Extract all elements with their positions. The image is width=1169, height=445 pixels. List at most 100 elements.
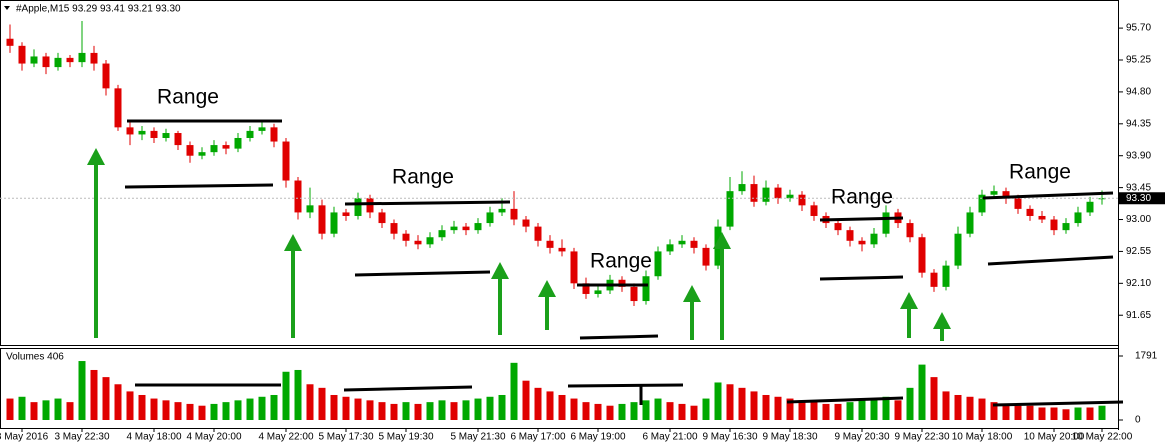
volume-bar xyxy=(894,400,902,420)
candle-body xyxy=(66,57,74,63)
candle-body xyxy=(702,247,710,266)
candle-body xyxy=(366,198,374,213)
volume-bar xyxy=(318,387,326,420)
volume-bar xyxy=(42,400,50,420)
volume-bar xyxy=(1098,405,1106,420)
volume-bar xyxy=(474,398,482,420)
arrow-head xyxy=(538,280,556,297)
arrow-head xyxy=(491,262,509,279)
x-tick-label: 3 May 2016 xyxy=(0,432,49,443)
candle-body xyxy=(342,212,350,216)
volume-bar xyxy=(450,402,458,420)
candle-body xyxy=(474,223,482,231)
candle-body xyxy=(570,251,578,284)
candle-body xyxy=(414,240,422,245)
candle-body xyxy=(654,251,662,277)
arrow-head xyxy=(933,312,951,329)
candle-body xyxy=(1038,215,1046,220)
arrow-head xyxy=(683,285,701,302)
volume-bar xyxy=(174,402,182,420)
volume-bar xyxy=(978,398,986,420)
volume-bar xyxy=(678,403,686,420)
range-line xyxy=(344,200,511,206)
candle-body xyxy=(798,194,806,206)
x-tick-label: 4 May 18:00 xyxy=(126,432,181,443)
candle-body xyxy=(510,208,518,220)
volume-bar xyxy=(414,403,422,420)
volume-bar xyxy=(6,398,14,420)
candle-body xyxy=(930,272,938,287)
current-price-label: 93.30 xyxy=(1126,193,1151,204)
volume-bar xyxy=(846,402,854,420)
volume-bar xyxy=(762,394,770,420)
volume-bar xyxy=(78,361,86,420)
arrow-head xyxy=(900,292,918,309)
candle-body xyxy=(1050,219,1058,231)
candle-body xyxy=(306,205,314,213)
volume-bar xyxy=(222,402,230,420)
candle-body xyxy=(198,152,206,156)
volume-bar xyxy=(402,402,410,420)
volume-bar xyxy=(102,377,110,420)
candle-body xyxy=(186,145,194,156)
y-tick-label: 93.00 xyxy=(1126,214,1151,225)
volume-bar xyxy=(342,396,350,420)
volume-bar xyxy=(18,396,26,420)
volume-bar xyxy=(882,396,890,420)
range-label: Range xyxy=(392,166,454,189)
y-tick-label: 94.35 xyxy=(1126,118,1151,129)
volume-bar xyxy=(822,403,830,420)
volume-bar xyxy=(162,400,170,420)
range-line xyxy=(982,191,1114,200)
volume-bar xyxy=(246,398,254,420)
candle-body xyxy=(426,237,434,245)
candle-body xyxy=(582,283,590,294)
x-tick-label: 4 May 22:00 xyxy=(258,432,313,443)
volume-bar xyxy=(642,400,650,420)
candle-body xyxy=(318,205,326,234)
candle-body xyxy=(846,230,854,241)
x-tick-label: 10 May 18:00 xyxy=(952,432,1013,443)
volume-bar xyxy=(570,398,578,420)
candle-body xyxy=(150,130,158,138)
arrow-head xyxy=(284,234,302,251)
candle-body xyxy=(54,57,62,68)
volume-bar xyxy=(858,400,866,420)
volume-bar xyxy=(1038,407,1046,420)
volume-bar xyxy=(810,402,818,420)
x-tick-label: 6 May 19:00 xyxy=(570,432,625,443)
candle-body xyxy=(774,187,782,199)
annotations: Range Range Range Range Range xyxy=(87,86,1124,407)
candle-body xyxy=(354,198,362,216)
volume-bar xyxy=(1050,407,1058,420)
arrow-head xyxy=(713,232,731,249)
x-tick-label: 3 May 22:30 xyxy=(54,432,109,443)
volume-bar xyxy=(54,398,62,420)
range-line xyxy=(354,270,491,277)
candle-body xyxy=(90,52,98,64)
candle-body xyxy=(942,265,950,287)
candle-body xyxy=(906,223,914,238)
volume-bar xyxy=(954,394,962,420)
x-tick-label: 10 May 20:00 xyxy=(1024,432,1085,443)
volume-bar xyxy=(258,396,266,420)
candle-body xyxy=(42,56,50,68)
volume-bar xyxy=(618,403,626,420)
range-label: Range xyxy=(1009,161,1071,184)
candle-body xyxy=(786,194,794,199)
candle-body xyxy=(750,184,758,202)
candle-body xyxy=(330,212,338,234)
candle-body xyxy=(546,240,554,248)
volume-line xyxy=(786,396,904,404)
candle-body xyxy=(282,141,290,181)
volume-bar xyxy=(774,396,782,420)
volume-bar xyxy=(438,400,446,420)
volume-bar xyxy=(726,384,734,420)
range-label: Range xyxy=(590,250,652,273)
candle-body xyxy=(498,208,506,213)
volume-line xyxy=(992,400,1124,407)
volume-bar xyxy=(138,394,146,420)
volume-bar xyxy=(30,402,38,420)
volume-bar xyxy=(90,369,98,420)
volume-bar xyxy=(1002,403,1010,420)
